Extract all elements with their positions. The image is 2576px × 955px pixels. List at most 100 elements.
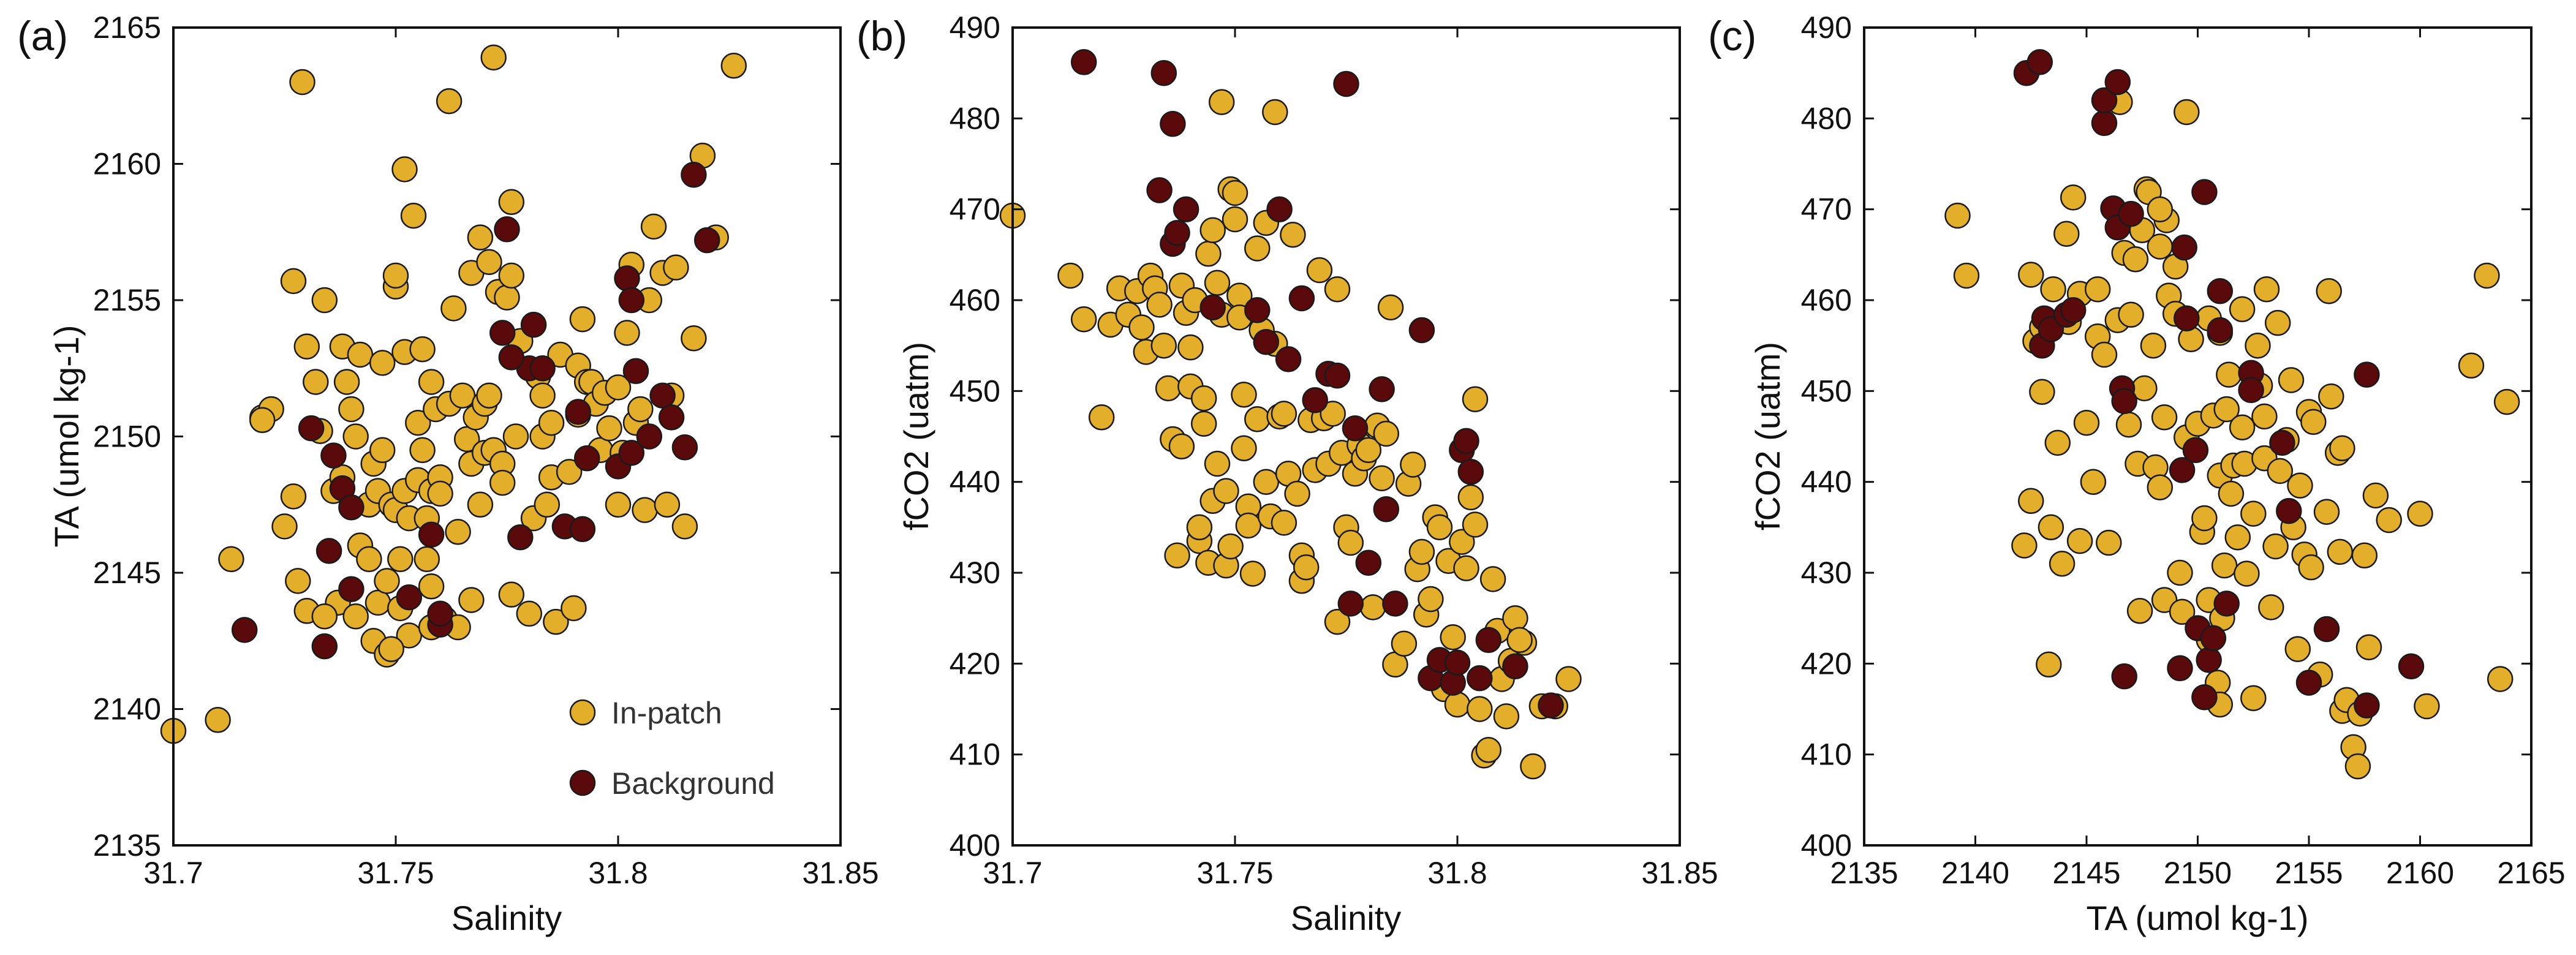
x-tick-label: 31.7 [143, 856, 203, 890]
point-in-patch [1475, 737, 1502, 763]
panel-c-markers [1944, 49, 2520, 780]
x-tick-label: 2165 [2497, 856, 2565, 890]
point-in-patch [205, 707, 231, 733]
point-background [2295, 670, 2322, 696]
point-in-patch [1235, 512, 1262, 539]
point-in-patch [1502, 605, 1528, 632]
panel-a-y-axis-title: TA (umol kg-1) [47, 325, 86, 547]
point-in-patch [1377, 294, 1404, 321]
point-in-patch [1493, 703, 1520, 730]
point-in-patch [1337, 529, 1364, 556]
point-background [2313, 616, 2340, 643]
point-in-patch [414, 546, 440, 573]
point-in-patch [1239, 561, 1266, 587]
point-in-patch [1457, 484, 1484, 511]
point-in-patch [671, 513, 698, 540]
y-tick-label: 410 [950, 738, 1000, 772]
point-background [649, 382, 676, 409]
point-in-patch [2218, 480, 2245, 507]
point-in-patch [405, 409, 431, 436]
point-in-patch [2240, 500, 2267, 527]
point-in-patch [2191, 505, 2218, 532]
point-in-patch [1150, 332, 1177, 359]
point-background [2398, 653, 2425, 680]
point-in-patch [2313, 499, 2340, 525]
point-background [1408, 317, 1435, 344]
point-background [1199, 294, 1226, 321]
legend-background-label: Background [611, 766, 775, 801]
x-tick-label: 2140 [1941, 856, 2009, 890]
point-in-patch [2327, 538, 2354, 565]
point-in-patch [2040, 276, 2066, 303]
point-in-patch [681, 325, 707, 352]
y-tick-label: 450 [1801, 374, 1852, 408]
point-in-patch [2036, 651, 2062, 678]
point-in-patch [2122, 246, 2149, 273]
point-in-patch [2049, 550, 2076, 577]
point-in-patch [1231, 435, 1257, 462]
point-in-patch [2298, 554, 2324, 581]
point-in-patch [640, 213, 667, 240]
legend-in-patch-marker [569, 699, 596, 726]
point-in-patch [2229, 414, 2256, 440]
point-in-patch [1244, 406, 1271, 432]
point-in-patch [538, 409, 565, 436]
point-background [618, 439, 645, 466]
point-background [2354, 361, 2380, 388]
point-in-patch [369, 437, 396, 464]
point-background [2111, 388, 2137, 414]
point-in-patch [1088, 404, 1115, 431]
point-in-patch [2278, 367, 2305, 393]
point-background [618, 287, 645, 314]
point-background [1164, 219, 1190, 246]
point-background [2111, 663, 2137, 690]
panel-b-ticks: 31.7 31.75 31.8 31.85 400 410 420 430 440 450 460 4… [950, 10, 1718, 890]
point-in-patch [2080, 469, 2107, 495]
point-background [2207, 277, 2234, 304]
panel-b-markers [999, 49, 1582, 780]
point-in-patch [2414, 693, 2440, 720]
panel-c-label: (c) [1708, 13, 1756, 59]
point-background [1150, 59, 1177, 86]
point-in-patch [2011, 532, 2038, 559]
point-background [1475, 627, 1502, 654]
point-in-patch [1320, 401, 1346, 427]
point-in-patch [1164, 542, 1190, 569]
panel-b: (b) 31.7 31.75 31.8 31.85 400 410 420 430 440 450… [856, 10, 1718, 937]
panel-a-x-axis-title: Salinity [451, 899, 562, 937]
point-in-patch [1355, 437, 1382, 464]
point-in-patch [1204, 270, 1231, 296]
point-in-patch [1444, 691, 1471, 718]
point-in-patch [333, 369, 360, 395]
point-in-patch [449, 382, 476, 409]
point-background [489, 320, 516, 346]
point-in-patch [476, 382, 502, 409]
point-in-patch [1217, 533, 1244, 560]
point-background [2238, 377, 2264, 404]
point-background [2060, 297, 2087, 323]
point-in-patch [2115, 411, 2142, 438]
point-background [2191, 179, 2218, 205]
point-in-patch [271, 513, 298, 540]
y-tick-label: 470 [1801, 192, 1852, 227]
point-background [1467, 665, 1493, 692]
point-in-patch [280, 483, 307, 510]
point-background [231, 617, 258, 643]
point-in-patch [1293, 554, 1320, 581]
point-in-patch [1369, 465, 1395, 491]
y-tick-label: 480 [1801, 101, 1852, 135]
point-in-patch [1222, 206, 1248, 233]
point-in-patch [2073, 409, 2100, 436]
point-in-patch [436, 88, 463, 115]
point-in-patch [2038, 514, 2064, 541]
point-in-patch [249, 407, 276, 434]
point-in-patch [2147, 196, 2174, 222]
point-in-patch [534, 491, 561, 518]
point-in-patch [556, 459, 583, 485]
y-tick-label: 440 [950, 465, 1000, 499]
point-in-patch [494, 284, 520, 311]
point-in-patch [1391, 630, 1418, 657]
point-background [396, 584, 423, 611]
x-tick-label: 2155 [2275, 856, 2343, 890]
point-background [693, 227, 720, 254]
